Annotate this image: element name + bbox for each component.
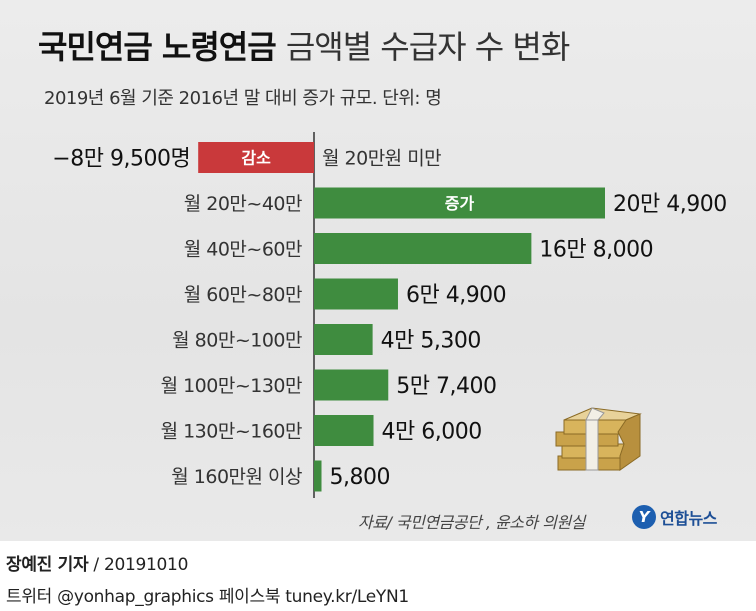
- logo-name: 연합뉴스: [660, 509, 717, 528]
- category-label-4: 월 80만~100만: [172, 330, 302, 352]
- bar-3: [314, 278, 398, 310]
- bar-1: [314, 187, 605, 219]
- source-note: 자료/ 국민연금공단 , 윤소하 의원실: [358, 513, 585, 532]
- value-label-5: 5만 7,400: [396, 374, 496, 399]
- reporter-name: 장예진 기자: [6, 555, 89, 575]
- category-label-3: 월 60만~80만: [184, 284, 302, 306]
- yonhap-logo: Y 연합뉴스: [632, 503, 717, 531]
- value-label-6: 4만 6,000: [382, 420, 482, 445]
- bar-6: [314, 415, 374, 446]
- value-label-1: 20만 4,900: [613, 192, 727, 217]
- category-label-0: 월 20만원 미만: [322, 148, 441, 170]
- logo-mark-icon: Y: [632, 505, 656, 529]
- category-label-5: 월 100만~130만: [161, 375, 302, 397]
- category-label-6: 월 130만~160만: [161, 421, 302, 443]
- chart-title: 국민연금 노령연금 금액별 수급자 수 변화: [38, 22, 570, 68]
- bar-5: [314, 369, 389, 401]
- bar-7: [314, 460, 322, 492]
- title-bold: 국민연금 노령연금: [38, 28, 277, 66]
- bar-2: [314, 233, 532, 264]
- bar-0: [198, 142, 314, 173]
- value-label-0: −8만 9,500명: [52, 147, 190, 172]
- footer-social: 트위터 @yonhap_graphics 페이스북 tuney.kr/LeYN1: [6, 587, 409, 607]
- money-stack-illustration: [555, 407, 642, 471]
- legend-increase-label: 증가: [445, 194, 475, 213]
- money-stack-icon: [555, 407, 642, 471]
- category-label-7: 월 160만원 이상: [171, 466, 302, 488]
- publish-date: / 20191010: [88, 555, 189, 575]
- value-label-3: 6만 4,900: [406, 283, 506, 308]
- legend-decrease-label: 감소: [241, 149, 271, 168]
- value-label-4: 4만 5,300: [381, 329, 481, 354]
- title-rest: 금액별 수급자 수 변화: [285, 28, 570, 66]
- value-label-7: 5,800: [330, 465, 390, 490]
- footer-credit: 장예진 기자 / 20191010: [6, 550, 188, 575]
- value-label-2: 16만 8,000: [539, 238, 653, 263]
- category-label-2: 월 40만~60만: [184, 239, 302, 261]
- category-label-1: 월 20만~40만: [184, 193, 302, 215]
- chart-subtitle: 2019년 6월 기준 2016년 말 대비 증가 규모. 단위: 명: [44, 88, 442, 109]
- bar-4: [314, 324, 373, 355]
